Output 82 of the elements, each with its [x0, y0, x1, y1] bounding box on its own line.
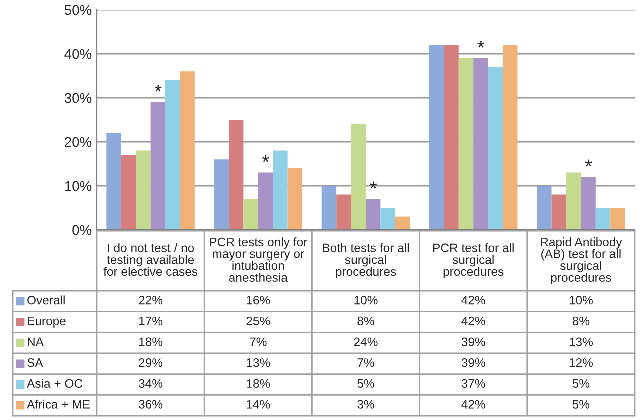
data-label: 42% — [462, 296, 486, 305]
data-label: 16% — [247, 296, 270, 305]
bar — [581, 177, 596, 230]
y-tick-label: 10% — [65, 181, 92, 192]
bar — [273, 150, 288, 230]
data-label: 5% — [358, 379, 374, 388]
annotation: * — [154, 84, 162, 92]
data-label: 13% — [570, 338, 593, 346]
data-label: 39% — [462, 338, 486, 346]
annotation: * — [478, 40, 485, 48]
data-label: 14% — [247, 400, 270, 409]
data-label: 7% — [358, 358, 374, 368]
y-tick-label: 30% — [64, 93, 92, 104]
data-label: 42% — [462, 316, 486, 326]
data-label: 10% — [354, 296, 378, 305]
bar — [336, 194, 352, 230]
legend-label: Asia + OC — [27, 379, 83, 388]
bar — [106, 133, 122, 230]
bar — [537, 186, 552, 230]
bar — [366, 199, 381, 230]
y-tick-label: 50% — [64, 5, 92, 16]
bar — [488, 67, 504, 230]
data-label: 10% — [570, 296, 593, 305]
legend-label: Europe — [28, 317, 66, 328]
data-label: 36% — [139, 400, 163, 409]
legend-label: NA — [28, 338, 44, 346]
data-label: 25% — [246, 316, 270, 326]
bar — [258, 172, 274, 230]
y-tick-label: 20% — [65, 137, 92, 148]
bar — [610, 208, 626, 230]
bar — [429, 45, 444, 230]
bar — [458, 58, 474, 230]
data-label: 42% — [462, 400, 486, 409]
data-label: 8% — [358, 316, 374, 326]
x-tick-label: PCR test for all surgical procedures — [434, 243, 514, 279]
bar — [228, 120, 244, 230]
bar — [503, 45, 518, 230]
annotation: * — [585, 160, 592, 167]
data-label: 17% — [140, 316, 163, 326]
data-label: 22% — [139, 296, 163, 305]
x-tick-label: I do not test / no testing available for elective cases — [104, 243, 198, 276]
data-label: 18% — [140, 338, 163, 346]
bar — [288, 168, 303, 230]
bar — [150, 102, 166, 230]
data-label: 18% — [247, 379, 270, 388]
bar — [351, 124, 366, 230]
x-tick-label: Both tests for all surgical procedures — [323, 243, 409, 279]
legend-label: Africa + ME — [27, 400, 90, 409]
bar — [566, 172, 582, 230]
bar — [380, 208, 396, 230]
data-label: 34% — [139, 379, 163, 388]
data-label: 3% — [358, 400, 374, 409]
bar — [214, 160, 229, 230]
bar — [166, 80, 180, 230]
legend-label: Overall — [28, 296, 65, 305]
data-label: 5% — [572, 400, 590, 409]
data-label: 5% — [572, 379, 590, 388]
bar — [136, 150, 151, 230]
bar — [474, 58, 488, 230]
bar — [322, 186, 337, 230]
bar — [552, 194, 566, 230]
bar — [395, 216, 410, 230]
annotation: * — [262, 155, 270, 162]
x-tick-label: PCR tests only for mayor surgery or intubation anesthesia — [210, 238, 308, 282]
legend-label: SA — [28, 358, 44, 368]
bar — [121, 155, 136, 230]
y-tick-label: 40% — [64, 49, 92, 60]
data-label: 24% — [354, 338, 378, 346]
data-label: 39% — [462, 358, 486, 368]
data-label: 8% — [572, 316, 590, 326]
bar — [444, 45, 459, 230]
data-label: 29% — [139, 358, 163, 368]
bar — [596, 208, 611, 230]
x-tick-label: Rapid Antibody (AB) test for all surgical procedures — [541, 238, 622, 284]
data-label: 7% — [250, 338, 267, 346]
bar — [244, 199, 258, 230]
bar — [180, 72, 195, 230]
data-label: 12% — [570, 358, 593, 368]
y-tick-label: 0% — [72, 225, 92, 236]
data-label: 13% — [247, 358, 270, 368]
annotation: * — [370, 182, 378, 189]
data-label: 37% — [462, 379, 486, 388]
